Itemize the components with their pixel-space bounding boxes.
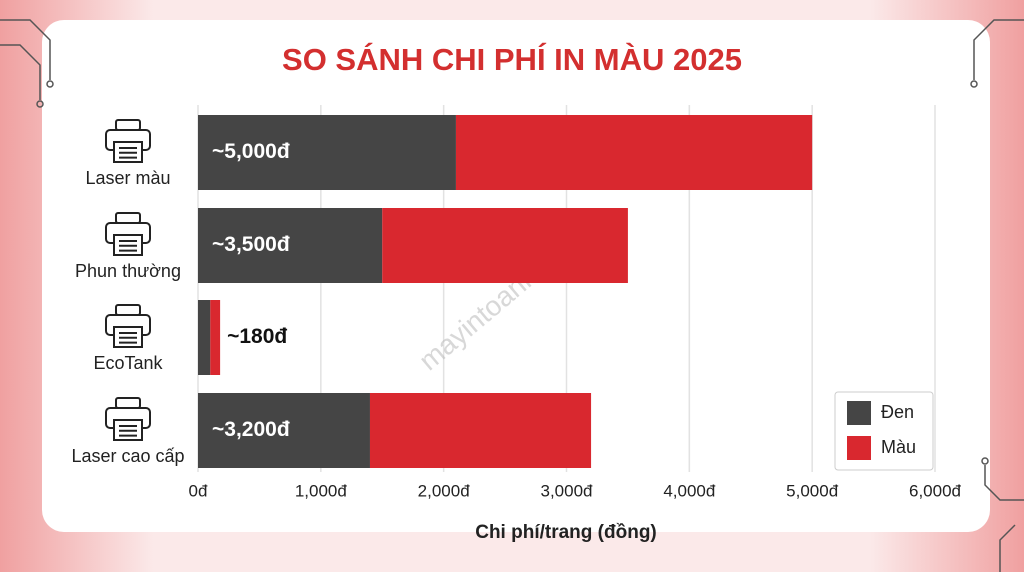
printer-icon <box>105 397 151 441</box>
x-axis-label: Chi phí/trang (đồng) <box>475 522 657 543</box>
bar-segment <box>198 115 456 190</box>
x-tick-label: 1,000đ <box>295 481 348 500</box>
bar-segment <box>369 393 592 468</box>
bar-segment <box>198 208 383 283</box>
legend-label: Đen <box>881 402 914 422</box>
y-tick-label: Laser màu <box>85 168 170 188</box>
circuit-decoration <box>0 19 1024 572</box>
printer-icon <box>105 304 151 348</box>
legend-label: Màu <box>881 437 916 457</box>
x-tick-label: 2,000đ <box>418 481 471 500</box>
x-tick-label: 0đ <box>189 481 208 500</box>
bar-segment <box>198 300 211 375</box>
x-tick-label: 6,000đ <box>909 481 962 500</box>
printer-icon <box>105 212 151 256</box>
total-label: ~180đ <box>227 325 287 348</box>
x-tick-label: 4,000đ <box>663 481 716 500</box>
x-tick-label: 5,000đ <box>786 481 839 500</box>
printer-icon <box>105 119 151 163</box>
bar-segment <box>210 300 221 375</box>
chart-title: SO SÁNH CHI PHÍ IN MÀU 2025 <box>282 42 742 77</box>
y-tick-label: EcoTank <box>93 353 163 373</box>
total-label: ~3,200đ <box>212 418 290 441</box>
total-label: ~3,500đ <box>212 233 290 256</box>
legend-swatch <box>847 401 871 425</box>
x-tick-label: 3,000đ <box>541 481 594 500</box>
bar-segment <box>198 393 370 468</box>
legend-swatch <box>847 436 871 460</box>
total-label: ~5,000đ <box>212 140 290 163</box>
y-tick-label: Laser cao cấp <box>71 446 184 466</box>
bar-segment <box>382 208 628 283</box>
y-tick-label: Phun thường <box>75 261 181 281</box>
bar-segment <box>455 115 813 190</box>
